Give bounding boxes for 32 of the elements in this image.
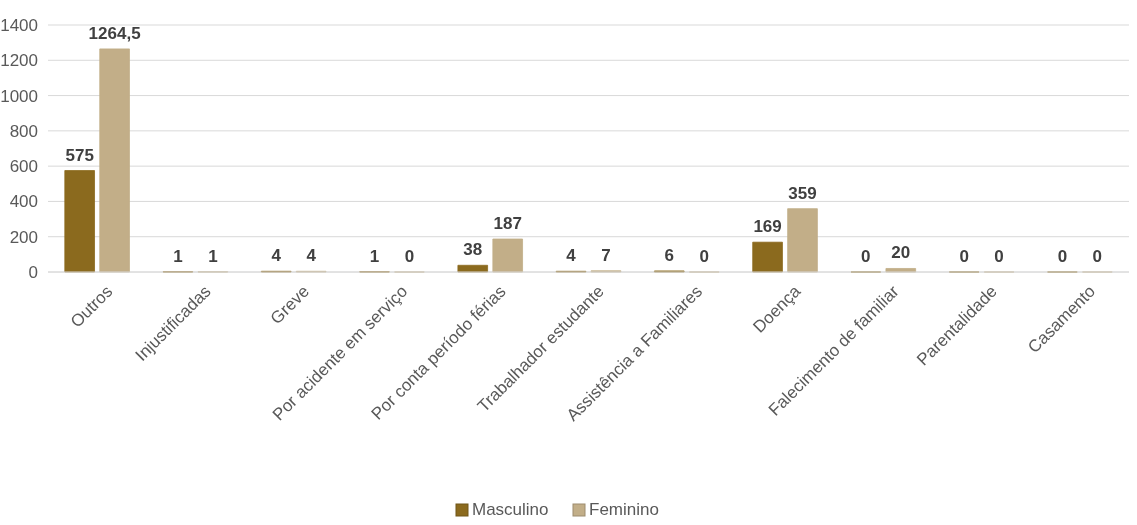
- data-label: 38: [463, 240, 483, 260]
- data-label: 575: [65, 145, 94, 165]
- data-label: 6: [664, 245, 675, 265]
- legend-label: Feminino: [589, 500, 659, 519]
- data-label: 0: [994, 247, 1004, 266]
- y-tick-label: 800: [9, 121, 38, 141]
- data-label: 0: [959, 247, 969, 266]
- data-label: 0: [1057, 247, 1068, 266]
- data-label: 4: [306, 246, 317, 266]
- y-tick-label: 0: [28, 262, 38, 282]
- y-tick-label: 1200: [0, 51, 38, 71]
- legend-label: Masculino: [472, 500, 549, 519]
- data-label: 0: [861, 247, 871, 266]
- data-label: 4: [271, 246, 282, 266]
- y-tick-label: 400: [9, 192, 38, 212]
- data-label: 20: [891, 243, 911, 263]
- data-label: 1: [173, 246, 183, 266]
- y-tick-label: 200: [9, 227, 38, 247]
- data-label: 1: [208, 246, 218, 266]
- data-label: 7: [601, 245, 611, 265]
- data-label: 359: [788, 183, 817, 203]
- data-label: 169: [753, 217, 782, 237]
- data-label: 1264,5: [88, 23, 141, 43]
- y-tick-label: 600: [9, 157, 38, 177]
- y-tick-label: 1000: [0, 86, 38, 106]
- data-label: 0: [699, 247, 709, 266]
- y-tick-label: 1400: [0, 15, 38, 35]
- data-label: 187: [493, 214, 522, 234]
- data-label: 0: [404, 247, 415, 266]
- data-label: 4: [566, 246, 577, 266]
- data-label: 1: [369, 246, 380, 266]
- data-label: 0: [1092, 247, 1103, 266]
